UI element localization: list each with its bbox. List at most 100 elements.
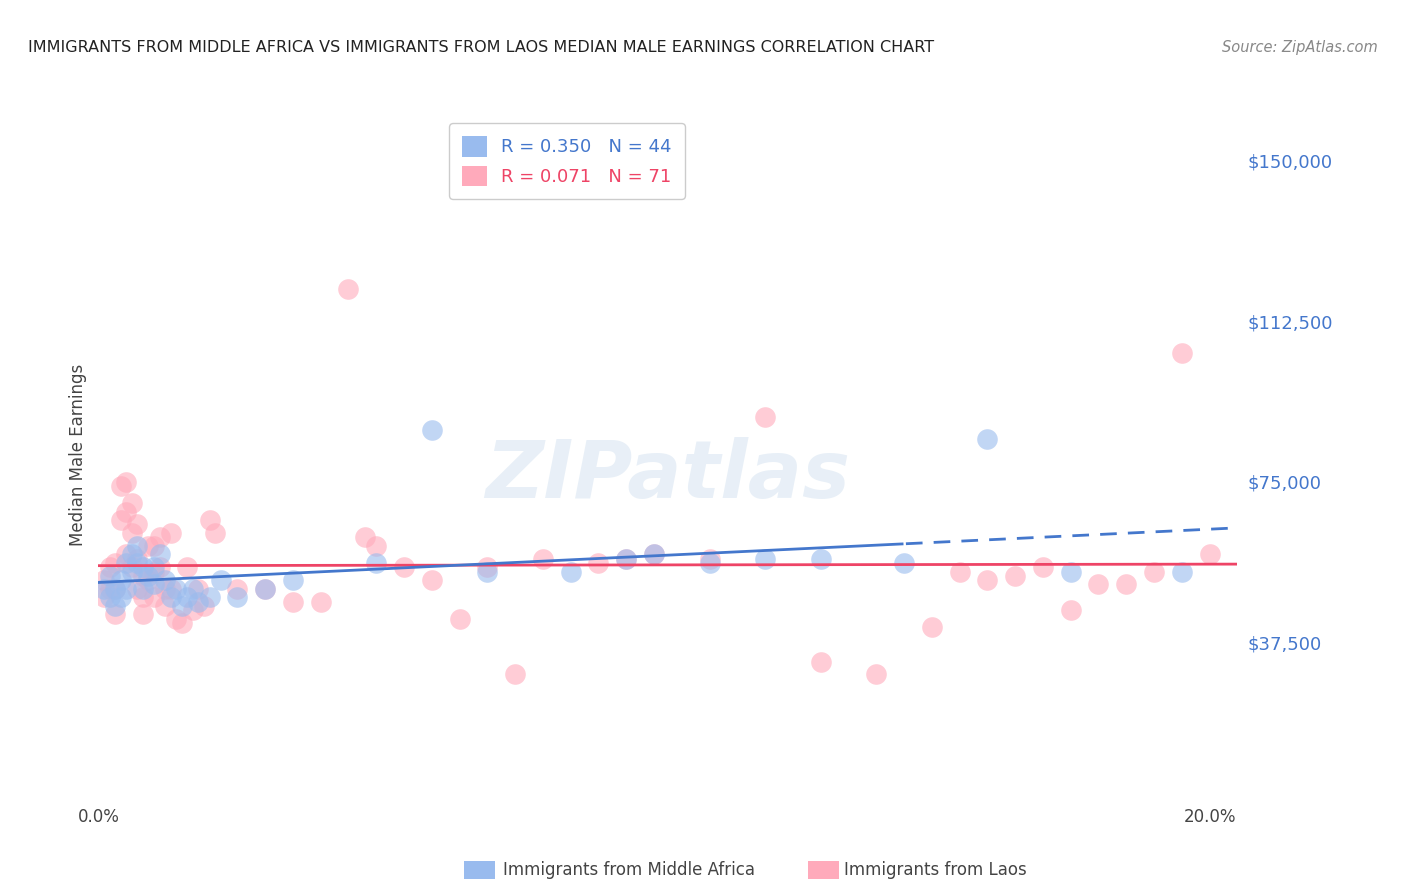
Point (254, 582, 277, 596)
Y-axis label: Median Male Earnings: Median Male Earnings (69, 364, 87, 546)
Point (477, 565, 499, 579)
Point (143, 565, 166, 579)
Point (503, 667, 526, 681)
Point (153, 582, 176, 596)
Point (865, 667, 887, 681)
Point (110, 591, 132, 605)
Point (104, 607, 127, 622)
Point (159, 582, 181, 596)
Point (170, 599, 193, 613)
Point (1170, 346, 1192, 360)
Point (921, 620, 943, 634)
Point (181, 582, 204, 596)
Point (98, 591, 121, 605)
Point (138, 573, 160, 587)
Point (560, 565, 582, 579)
Point (138, 539, 160, 553)
Point (148, 548, 170, 562)
Point (127, 582, 149, 596)
Point (810, 551, 832, 566)
Point (754, 410, 776, 425)
Point (176, 591, 198, 605)
Point (165, 582, 187, 596)
Point (98, 560, 121, 574)
Point (226, 582, 249, 596)
Point (115, 475, 138, 489)
Point (110, 479, 132, 493)
Point (1059, 603, 1081, 617)
Point (148, 530, 170, 544)
Point (254, 582, 277, 596)
Point (148, 560, 170, 574)
Point (121, 565, 143, 579)
Point (281, 573, 304, 587)
Point (110, 573, 132, 587)
Point (132, 607, 155, 622)
Point (93, 582, 115, 596)
Point (477, 560, 499, 574)
Point (1004, 569, 1026, 583)
Point (110, 513, 132, 527)
Point (1087, 577, 1109, 591)
Text: ZIPatlas: ZIPatlas (485, 437, 851, 515)
Point (948, 565, 970, 579)
Point (198, 513, 221, 527)
Point (337, 282, 360, 296)
Point (420, 573, 443, 587)
Point (1198, 548, 1220, 562)
Point (1115, 577, 1137, 591)
Point (98, 582, 121, 596)
Point (143, 577, 166, 591)
Point (143, 560, 166, 574)
Point (132, 569, 155, 583)
Point (187, 582, 209, 596)
Point (159, 591, 181, 605)
Point (127, 556, 149, 570)
Point (127, 551, 149, 566)
Point (98, 569, 121, 583)
Point (531, 551, 554, 566)
Point (143, 539, 166, 553)
Point (181, 603, 204, 617)
Point (588, 556, 610, 570)
Point (104, 599, 127, 613)
Point (159, 526, 181, 541)
Point (614, 551, 637, 566)
Point (138, 569, 160, 583)
Point (132, 560, 155, 574)
Point (754, 551, 776, 566)
Point (420, 423, 443, 437)
Point (170, 615, 193, 630)
Point (1059, 565, 1081, 579)
Point (893, 556, 915, 570)
Text: Source: ZipAtlas.com: Source: ZipAtlas.com (1222, 40, 1378, 55)
Point (104, 582, 127, 596)
Point (976, 573, 998, 587)
Point (976, 432, 998, 446)
Point (643, 548, 665, 562)
Point (115, 548, 138, 562)
Point (115, 582, 138, 596)
Point (115, 556, 138, 570)
Point (153, 599, 176, 613)
Point (643, 548, 665, 562)
Text: Immigrants from Middle Africa: Immigrants from Middle Africa (503, 861, 755, 879)
Point (366, 539, 388, 553)
Point (193, 599, 215, 613)
Point (165, 612, 187, 626)
Point (198, 591, 221, 605)
Point (132, 582, 155, 596)
Point (309, 594, 332, 608)
Point (121, 560, 143, 574)
Legend: R = 0.350   N = 44, R = 0.071   N = 71: R = 0.350 N = 44, R = 0.071 N = 71 (449, 123, 685, 199)
Point (209, 573, 232, 587)
Point (115, 505, 138, 519)
Point (127, 517, 149, 532)
Point (176, 560, 198, 574)
Point (93, 591, 115, 605)
Point (104, 556, 127, 570)
Point (1170, 565, 1192, 579)
Point (104, 582, 127, 596)
Point (449, 612, 471, 626)
Point (132, 591, 155, 605)
